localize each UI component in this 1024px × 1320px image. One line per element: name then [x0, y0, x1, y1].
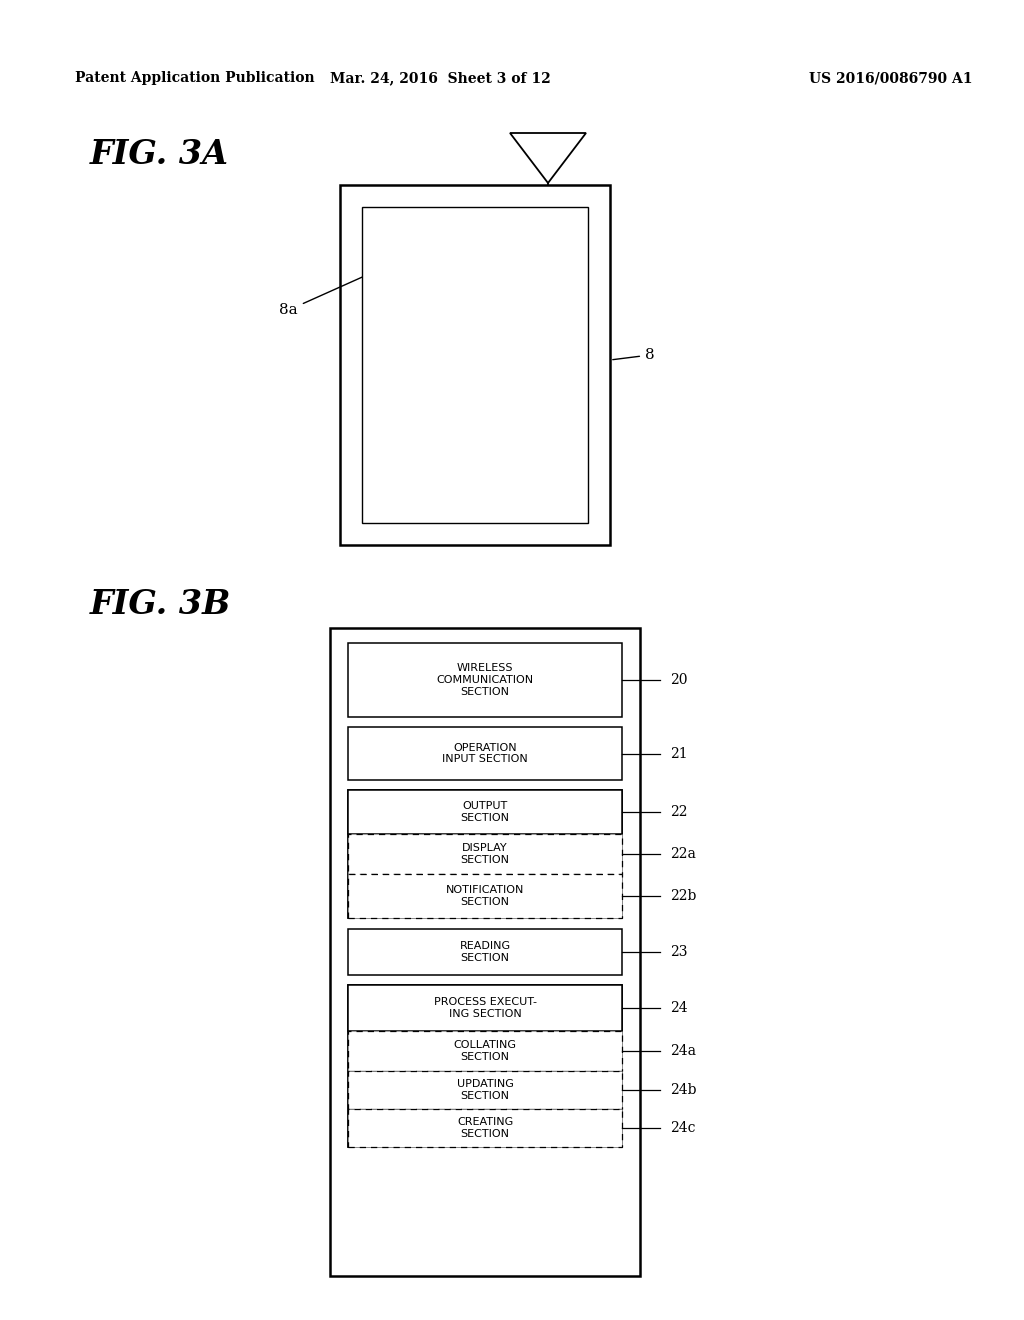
Text: COLLATING
SECTION: COLLATING SECTION [454, 1040, 516, 1061]
Text: 8: 8 [612, 348, 654, 362]
Bar [348, 929, 622, 975]
Bar [348, 727, 622, 780]
Text: 24b: 24b [670, 1082, 696, 1097]
Bar [362, 207, 588, 523]
Bar [330, 628, 640, 1276]
Text: 23: 23 [670, 945, 687, 960]
Text: 22: 22 [670, 805, 687, 818]
Bar [348, 789, 622, 834]
Text: 20: 20 [670, 673, 687, 686]
Text: WIRELESS
COMMUNICATION
SECTION: WIRELESS COMMUNICATION SECTION [436, 664, 534, 697]
Text: 22a: 22a [670, 847, 696, 861]
Bar [348, 1071, 622, 1109]
Text: NOTIFICATION
SECTION: NOTIFICATION SECTION [445, 886, 524, 907]
Text: FIG. 3B: FIG. 3B [90, 589, 231, 622]
Text: OPERATION
INPUT SECTION: OPERATION INPUT SECTION [442, 743, 528, 764]
Text: 24: 24 [670, 1001, 688, 1015]
Text: FIG. 3A: FIG. 3A [90, 139, 229, 172]
Text: DISPLAY
SECTION: DISPLAY SECTION [461, 843, 510, 865]
Bar [348, 834, 622, 874]
Bar [348, 1109, 622, 1147]
Text: 22b: 22b [670, 888, 696, 903]
Bar [340, 185, 610, 545]
Text: 24a: 24a [670, 1044, 696, 1059]
Bar [348, 985, 622, 1147]
Text: OUTPUT
SECTION: OUTPUT SECTION [461, 801, 510, 822]
Text: Patent Application Publication: Patent Application Publication [75, 71, 314, 84]
Text: UPDATING
SECTION: UPDATING SECTION [457, 1080, 513, 1101]
Bar [348, 874, 622, 917]
Text: READING
SECTION: READING SECTION [460, 941, 511, 962]
Text: CREATING
SECTION: CREATING SECTION [457, 1117, 513, 1139]
Text: 24c: 24c [670, 1121, 695, 1135]
Text: PROCESS EXECUT-
ING SECTION: PROCESS EXECUT- ING SECTION [433, 997, 537, 1019]
Bar [348, 1031, 622, 1071]
Text: 8a: 8a [280, 271, 376, 317]
Bar [348, 789, 622, 917]
Bar [348, 643, 622, 717]
Bar [348, 985, 622, 1031]
Text: US 2016/0086790 A1: US 2016/0086790 A1 [809, 71, 973, 84]
Text: 21: 21 [670, 747, 688, 760]
Text: Mar. 24, 2016  Sheet 3 of 12: Mar. 24, 2016 Sheet 3 of 12 [330, 71, 551, 84]
